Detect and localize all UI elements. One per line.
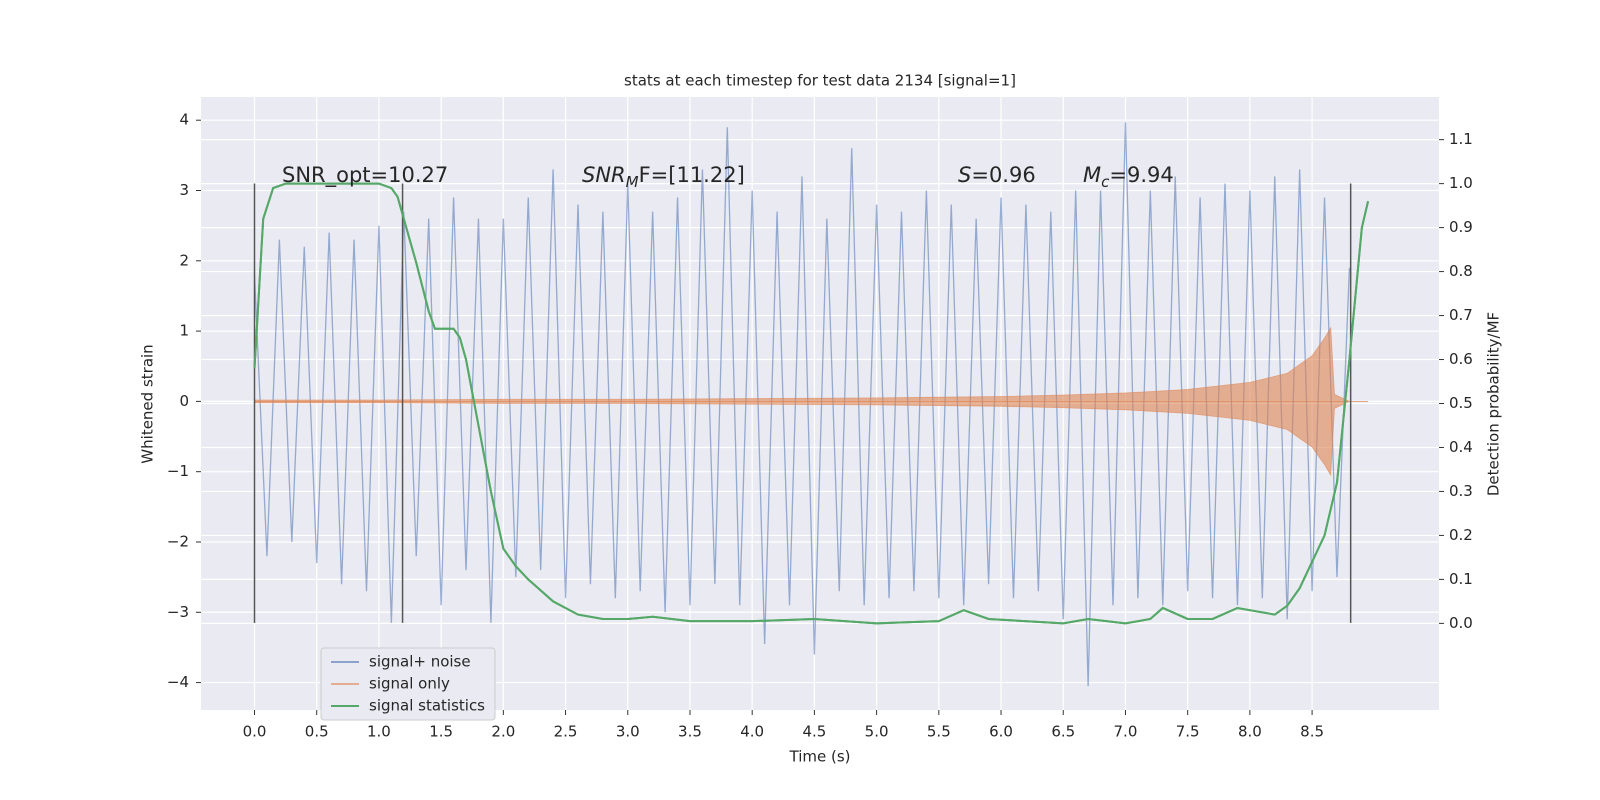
signal-envelope: [254, 326, 1369, 402]
x-tick-label: 6.5: [1051, 723, 1075, 741]
x-tick-label: 4.5: [802, 723, 826, 741]
x-tick-label: 2.0: [491, 723, 515, 741]
x-tick-label: 3.0: [616, 723, 640, 741]
y2-tick-label: 0.9: [1449, 218, 1473, 236]
x-tick-label: 1.0: [367, 723, 391, 741]
y2-axis-label: Detection probability/MF: [1485, 312, 1503, 496]
y2-tick-label: 1.1: [1449, 130, 1473, 148]
annotation-text: F=[11.22]: [639, 163, 745, 187]
y2-tick-label: 0.8: [1449, 262, 1473, 280]
x-tick-label: 5.0: [865, 723, 889, 741]
data-line: [253, 122, 1351, 687]
x-tick-label: 0.5: [305, 723, 329, 741]
y2-tick-label: 0.0: [1449, 614, 1473, 632]
y-axis-label: Whitened strain: [139, 344, 157, 463]
x-axis-label: Time (s): [789, 748, 851, 766]
x-tick-label: 3.5: [678, 723, 702, 741]
annotation-sub: M: [626, 173, 639, 191]
y2-tick-label: 0.3: [1449, 482, 1473, 500]
x-tick-label: 8.0: [1238, 723, 1262, 741]
annotation-text: S: [958, 163, 971, 187]
annotation-text: =9.94: [1109, 163, 1173, 187]
legend-label: signal statistics: [369, 697, 485, 715]
y2-tick-label: 0.4: [1449, 438, 1473, 456]
x-tick-label: 7.5: [1176, 723, 1200, 741]
annotation-text: SNR_opt=10.27: [282, 163, 448, 188]
x-tick-label: 4.0: [740, 723, 764, 741]
y-tick-label: 3: [179, 181, 189, 199]
annotation: SNRMF=[11.22]: [582, 163, 745, 191]
chart-title: stats at each timestep for test data 213…: [624, 72, 1016, 90]
signal-envelope: [254, 400, 1369, 477]
y-tick-label: −2: [167, 532, 189, 550]
x-tick-label: 1.5: [429, 723, 453, 741]
annotation: SNR_opt=10.27: [282, 163, 448, 188]
y2-tick-label: 0.2: [1449, 526, 1473, 544]
annotation-text: M: [1083, 163, 1101, 187]
x-tick-label: 7.0: [1114, 723, 1138, 741]
y2-tick-label: 0.1: [1449, 570, 1473, 588]
x-tick-label: 2.5: [554, 723, 578, 741]
x-tick-label: 8.5: [1300, 723, 1324, 741]
y2-tick-label: 1.0: [1449, 174, 1473, 192]
y-tick-label: 0: [179, 392, 189, 410]
x-tick-label: 0.0: [243, 723, 267, 741]
y2-tick-label: 0.6: [1449, 350, 1473, 368]
y-tick-label: −3: [167, 603, 189, 621]
legend-label: signal only: [369, 675, 450, 693]
annotation: S=0.96: [958, 163, 1036, 187]
annotation-text: =0.96: [971, 163, 1035, 187]
x-tick-label: 5.5: [927, 723, 951, 741]
y-tick-label: −4: [167, 673, 189, 691]
y-tick-label: 4: [179, 111, 189, 129]
legend-label: signal+ noise: [369, 653, 471, 671]
data-line: [253, 182, 1370, 625]
x-tick-label: 6.0: [989, 723, 1013, 741]
legend-box: [320, 647, 496, 721]
y2-tick-label: 0.7: [1449, 306, 1473, 324]
annotation-sub: c: [1101, 173, 1110, 191]
annotation-text: SNR: [582, 163, 626, 187]
y-tick-label: 1: [179, 322, 189, 340]
y-tick-label: −1: [167, 462, 189, 480]
y-tick-label: 2: [179, 251, 189, 269]
y2-tick-label: 0.5: [1449, 394, 1473, 412]
annotation: Mc=9.94: [1083, 163, 1174, 191]
